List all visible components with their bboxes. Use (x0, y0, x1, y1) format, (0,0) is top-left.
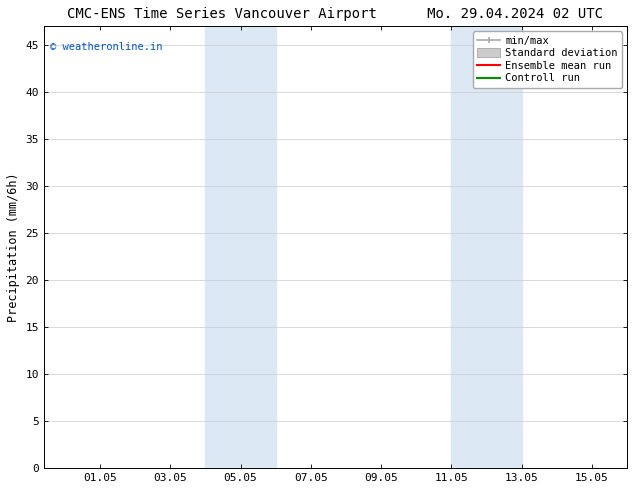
Bar (205, 26, 276, 468)
Text: © weatheronline.in: © weatheronline.in (49, 42, 162, 52)
Title: CMC-ENS Time Series Vancouver Airport      Mo. 29.04.2024 02 UTC: CMC-ENS Time Series Vancouver Airport Mo… (67, 7, 604, 21)
Y-axis label: Precipitation (mm/6h): Precipitation (mm/6h) (7, 172, 20, 322)
Bar (451, 26, 522, 468)
Legend: min/max, Standard deviation, Ensemble mean run, Controll run: min/max, Standard deviation, Ensemble me… (473, 31, 622, 88)
